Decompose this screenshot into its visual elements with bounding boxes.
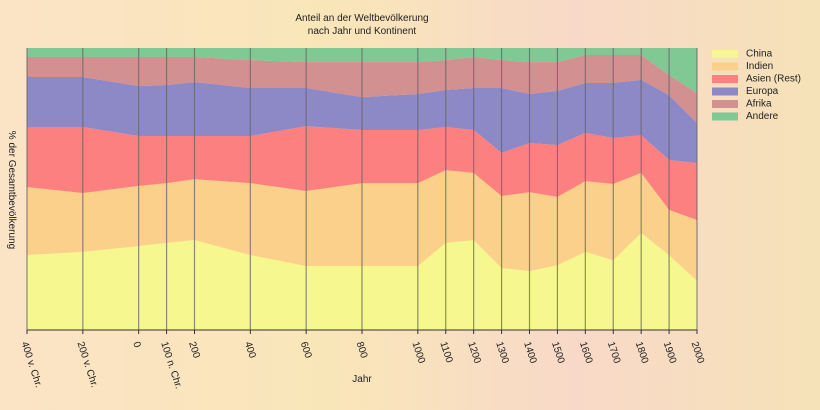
legend-swatch [712,75,738,83]
x-tick-label: 1100 [437,340,454,364]
legend-label: China [746,49,773,60]
x-tick-label: 2000 [689,340,706,365]
x-tick-label: 800 [354,340,370,360]
x-tick-label: 1500 [549,340,566,365]
x-tick-label: 400 v. Chr. [19,340,44,389]
legend-label: Afrika [746,99,772,110]
x-tick-label: 1200 [465,340,482,365]
x-tick-label: 100 n. Chr. [158,340,184,390]
legend-swatch [712,50,738,58]
x-axis-label: Jahr [352,374,372,385]
x-tick-label: 1900 [661,340,678,365]
legend-label: Asien (Rest) [746,74,801,85]
x-tick-label: 400 [242,340,258,360]
x-tick-label: 1000 [409,340,426,365]
y-axis-label: % der Gesamtbevölkerung [6,131,17,249]
legend-label: Europa [746,86,779,97]
x-tick-label: 1800 [633,340,650,365]
x-tick-label: 0 [130,340,142,349]
legend-label: Indien [746,61,773,72]
chart-subtitle: nach Jahr und Kontinent [308,26,417,37]
x-tick-label: 600 [298,340,314,360]
legend-swatch [712,87,738,96]
x-tick-label: 1300 [493,340,510,365]
legend-swatch [712,112,738,121]
x-tick-label: 1700 [605,340,622,365]
x-tick-label: 200 [186,340,202,360]
x-tick-label: 1400 [521,340,538,365]
x-tick-label: 1600 [577,340,594,365]
legend-swatch [712,100,738,108]
chart-title: Anteil an der Weltbevölkerung [295,13,428,24]
legend-label: Andere [746,111,779,122]
legend-swatch [712,62,738,71]
x-tick-label: 200 v. Chr. [74,340,99,389]
